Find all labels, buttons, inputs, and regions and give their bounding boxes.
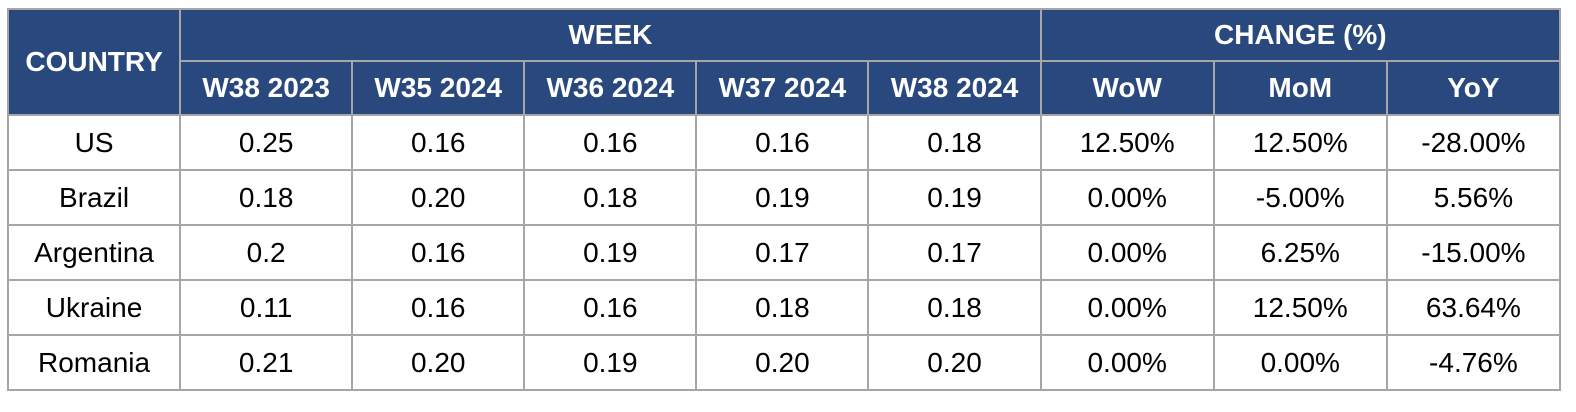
header-week-group: WEEK xyxy=(179,8,1042,62)
cell-change-wow: 0.00% xyxy=(1039,334,1215,391)
cell-week-value: 0.18 xyxy=(179,169,354,226)
cell-change-wow: 0.00% xyxy=(1039,279,1215,336)
table-header: COUNTRY WEEK CHANGE (%) W38 2023 W35 202… xyxy=(6,8,1562,116)
cell-week-value: 0.18 xyxy=(867,114,1042,171)
data-table: COUNTRY WEEK CHANGE (%) W38 2023 W35 202… xyxy=(6,8,1562,391)
header-change-group: CHANGE (%) xyxy=(1039,8,1562,62)
cell-change-mom: 12.50% xyxy=(1212,114,1388,171)
cell-week-value: 0.25 xyxy=(179,114,354,171)
header-week-col-w35-2024: W35 2024 xyxy=(351,60,526,116)
cell-week-value: 0.16 xyxy=(351,224,526,281)
row-country: US xyxy=(6,114,182,171)
table-row: Ukraine 0.11 0.16 0.16 0.18 0.18 0.00% 1… xyxy=(6,279,1562,336)
cell-change-wow: 0.00% xyxy=(1039,169,1215,226)
cell-week-value: 0.16 xyxy=(351,279,526,336)
header-week-col-w38-2023: W38 2023 xyxy=(179,60,354,116)
table-row: Brazil 0.18 0.20 0.18 0.19 0.19 0.00% -5… xyxy=(6,169,1562,226)
row-country: Argentina xyxy=(6,224,182,281)
cell-week-value: 0.17 xyxy=(867,224,1042,281)
cell-change-yoy: 5.56% xyxy=(1385,169,1562,226)
cell-week-value: 0.18 xyxy=(523,169,698,226)
row-country: Ukraine xyxy=(6,279,182,336)
row-country: Romania xyxy=(6,334,182,391)
cell-week-value: 0.16 xyxy=(523,279,698,336)
cell-change-wow: 12.50% xyxy=(1039,114,1215,171)
table-body: US 0.25 0.16 0.16 0.16 0.18 12.50% 12.50… xyxy=(6,114,1562,391)
header-change-col-yoy: YoY xyxy=(1385,60,1562,116)
cell-change-yoy: -28.00% xyxy=(1385,114,1562,171)
cell-week-value: 0.20 xyxy=(351,169,526,226)
header-change-col-wow: WoW xyxy=(1039,60,1215,116)
table-container: COUNTRY WEEK CHANGE (%) W38 2023 W35 202… xyxy=(6,8,1562,391)
row-country: Brazil xyxy=(6,169,182,226)
cell-week-value: 0.21 xyxy=(179,334,354,391)
cell-change-mom: 12.50% xyxy=(1212,279,1388,336)
table-row: Argentina 0.2 0.16 0.19 0.17 0.17 0.00% … xyxy=(6,224,1562,281)
cell-week-value: 0.18 xyxy=(695,279,870,336)
cell-week-value: 0.20 xyxy=(695,334,870,391)
cell-week-value: 0.18 xyxy=(867,279,1042,336)
cell-week-value: 0.16 xyxy=(351,114,526,171)
cell-week-value: 0.19 xyxy=(523,334,698,391)
header-group-row: COUNTRY WEEK CHANGE (%) xyxy=(6,8,1562,116)
header-week-col-w36-2024: W36 2024 xyxy=(523,60,698,116)
cell-week-value: 0.20 xyxy=(867,334,1042,391)
cell-week-value: 0.19 xyxy=(695,169,870,226)
cell-change-wow: 0.00% xyxy=(1039,224,1215,281)
table-row: Romania 0.21 0.20 0.19 0.20 0.20 0.00% 0… xyxy=(6,334,1562,391)
header-week-col-w38-2024: W38 2024 xyxy=(867,60,1042,116)
header-country: COUNTRY xyxy=(6,8,182,116)
cell-week-value: 0.2 xyxy=(179,224,354,281)
header-sub-row: W38 2023 W35 2024 W36 2024 W37 2024 W38 … xyxy=(8,60,1562,116)
header-week-col-w37-2024: W37 2024 xyxy=(695,60,870,116)
cell-change-yoy: 63.64% xyxy=(1385,279,1562,336)
cell-change-mom: -5.00% xyxy=(1212,169,1388,226)
cell-week-value: 0.19 xyxy=(867,169,1042,226)
header-change-col-mom: MoM xyxy=(1212,60,1388,116)
table-row: US 0.25 0.16 0.16 0.16 0.18 12.50% 12.50… xyxy=(6,114,1562,171)
cell-change-mom: 6.25% xyxy=(1212,224,1388,281)
cell-change-yoy: -15.00% xyxy=(1385,224,1562,281)
cell-change-yoy: -4.76% xyxy=(1385,334,1562,391)
cell-week-value: 0.16 xyxy=(523,114,698,171)
cell-week-value: 0.19 xyxy=(523,224,698,281)
cell-week-value: 0.11 xyxy=(179,279,354,336)
cell-week-value: 0.16 xyxy=(695,114,870,171)
cell-change-mom: 0.00% xyxy=(1212,334,1388,391)
cell-week-value: 0.20 xyxy=(351,334,526,391)
cell-week-value: 0.17 xyxy=(695,224,870,281)
